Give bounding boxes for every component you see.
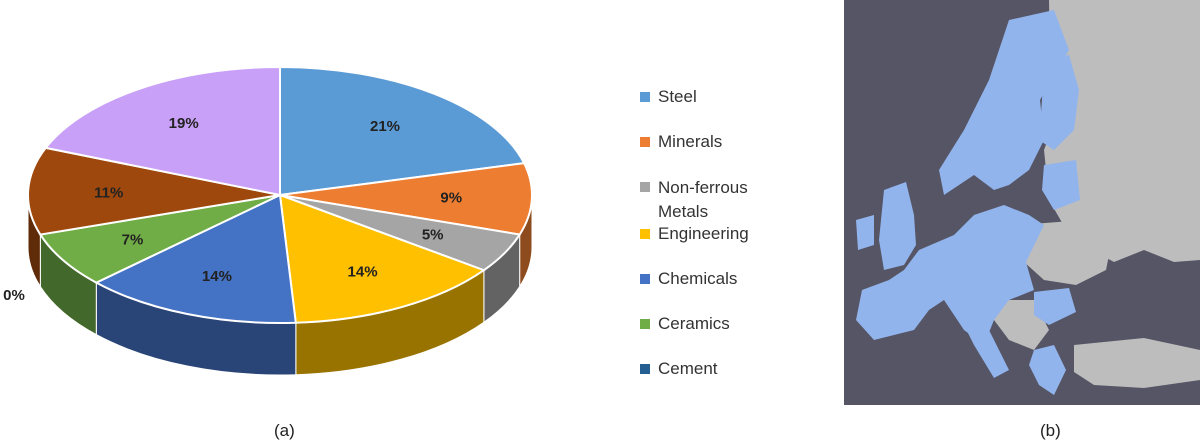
legend-item-steel: Steel <box>640 86 778 107</box>
pie-data-label-4: 14% <box>202 268 232 285</box>
legend-label-engineering: Engineering <box>658 224 749 243</box>
pie-slice-chemicals <box>94 193 297 324</box>
legend-item-chemicals: Chemicals <box>640 268 778 289</box>
legend-swatch-ceramics <box>640 319 650 329</box>
europe-map <box>844 0 1200 405</box>
pie-slice-engineering <box>278 193 487 324</box>
legend-label-chemicals: Chemicals <box>658 269 738 288</box>
map-land-romania <box>1034 288 1076 325</box>
caption-a: (a) <box>274 421 295 440</box>
pie-data-label-3: 14% <box>348 263 378 280</box>
pie-data-label-8: 19% <box>169 115 199 132</box>
pie-slice-unlabeled-7 <box>27 146 281 236</box>
caption-b: (b) <box>1040 421 1061 440</box>
pie-slice-unlabeled-8 <box>43 65 281 197</box>
pie-slice-steel <box>279 65 526 197</box>
legend-item-minerals: Minerals <box>640 131 778 152</box>
legend-swatch-cement <box>640 364 650 374</box>
map-black-sea <box>1064 290 1144 335</box>
pie-data-label-0: 21% <box>370 118 400 135</box>
legend-swatch-steel <box>640 92 650 102</box>
legend-item-engineering: Engineering <box>640 223 778 244</box>
legend-label-ceramics: Ceramics <box>658 314 730 333</box>
legend-swatch-chemicals <box>640 274 650 284</box>
legend-label-minerals: Minerals <box>658 132 723 151</box>
map-land-uk-ireland <box>856 182 916 270</box>
pie-slice-minerals <box>279 162 533 236</box>
map-land-italy <box>954 300 1009 378</box>
legend-swatch-nonferrous <box>640 182 650 192</box>
map-land-turkey <box>1074 338 1200 388</box>
pie-chart: 21% 9% 5% 14% 14% 7% 0% 11% 19% <box>3 65 533 376</box>
legend-swatch-minerals <box>640 137 650 147</box>
map-land-finland <box>1039 55 1079 150</box>
legend-label-cement: Cement <box>658 359 718 378</box>
pie-data-label-5: 7% <box>122 231 144 248</box>
legend-item-nonferrous: Non-ferrous Metals <box>640 176 778 224</box>
map-land-russia <box>1044 0 1200 262</box>
pie-data-label-2: 5% <box>422 227 444 244</box>
map-land-baltics <box>1042 160 1080 210</box>
legend-item-ceramics: Ceramics <box>640 313 778 334</box>
map-land-scandinavia <box>939 10 1069 195</box>
map-land-continent <box>856 205 1044 345</box>
pie-data-label-1: 9% <box>440 190 462 207</box>
pie-slice-ceramics <box>38 194 281 284</box>
legend-label-steel: Steel <box>658 87 697 106</box>
map-land-greece <box>1029 345 1066 395</box>
legend-label-nonferrous: Non-ferrous Metals <box>658 178 748 221</box>
map-land-ukraine <box>1019 220 1112 285</box>
legend-swatch-engineering <box>640 229 650 239</box>
pie-data-label-7: 11% <box>94 184 123 201</box>
pie-data-label-6: 0% <box>3 287 25 304</box>
legend-item-cement: Cement <box>640 358 778 379</box>
